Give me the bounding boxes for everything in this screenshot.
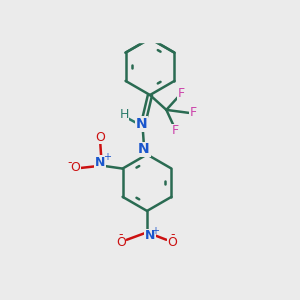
Text: +: + <box>103 152 111 162</box>
Text: F: F <box>172 124 179 137</box>
Text: N: N <box>145 230 155 242</box>
Text: F: F <box>190 106 197 119</box>
Text: +: + <box>152 226 159 236</box>
Text: F: F <box>178 87 185 100</box>
Text: O: O <box>70 161 80 175</box>
Text: O: O <box>167 236 177 249</box>
Bar <box>132 12 168 41</box>
Text: N: N <box>95 155 106 169</box>
Text: -: - <box>68 156 72 169</box>
Text: -: - <box>171 228 175 241</box>
Text: H: H <box>119 108 129 122</box>
Text: -: - <box>118 228 123 241</box>
Text: N: N <box>138 142 150 156</box>
Text: N: N <box>135 117 147 131</box>
Text: O: O <box>116 236 126 249</box>
Text: O: O <box>95 131 105 144</box>
